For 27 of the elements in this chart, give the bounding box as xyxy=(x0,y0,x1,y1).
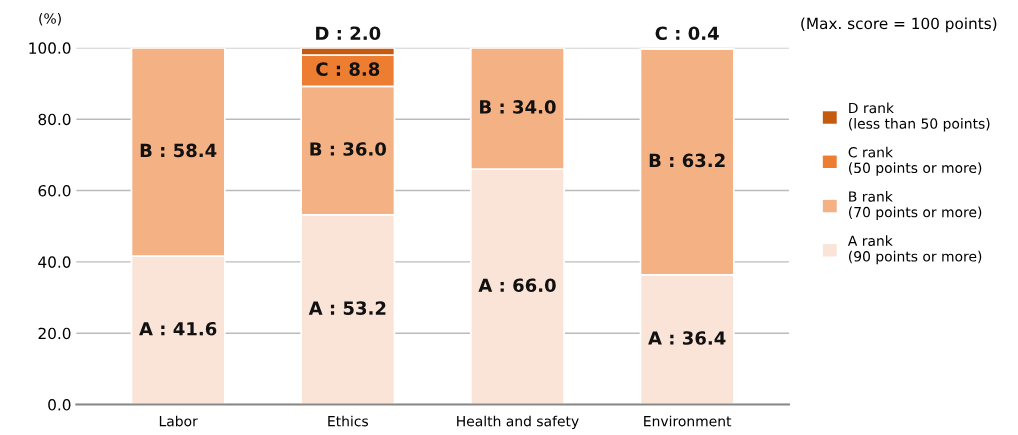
legend-label: D rank (less than 50 points) xyxy=(849,102,990,132)
data-label: C : 0.4 xyxy=(655,26,719,41)
legend-label: C rank (50 points or more) xyxy=(848,146,982,176)
y-tick-label: 40.0 xyxy=(38,256,71,268)
data-label: B : 58.4 xyxy=(140,143,217,158)
x-tick-label: Labor xyxy=(159,415,198,427)
data-label: B : 63.2 xyxy=(649,153,725,168)
x-tick-label: Ethics xyxy=(328,415,369,427)
data-label: A : 66.0 xyxy=(478,278,556,293)
data-label: B : 36.0 xyxy=(310,142,387,156)
y-axis-title: (%) xyxy=(39,13,61,26)
x-tick-label: Environment xyxy=(644,415,732,427)
y-tick-label: 20.0 xyxy=(38,327,71,340)
data-label: A : 36.4 xyxy=(648,331,726,345)
data-label: B : 34.0 xyxy=(480,100,556,114)
data-label: A : 41.6 xyxy=(139,321,217,336)
legend-label: A rank (90 points or more) xyxy=(847,235,982,265)
data-label: A : 53.2 xyxy=(308,301,386,315)
x-tick-label: Health and safety xyxy=(457,415,579,430)
legend-label: B rank (70 points or more) xyxy=(849,191,982,221)
data-label: D : 2.0 xyxy=(316,26,381,41)
y-tick-label: 100.0 xyxy=(29,42,71,54)
y-tick-label: 60.0 xyxy=(38,185,71,197)
data-label: C : 8.8 xyxy=(316,62,380,76)
y-tick-label: 0.0 xyxy=(48,399,71,411)
text: (Max. score = 100 points) xyxy=(801,17,997,33)
y-tick-label: 80.0 xyxy=(38,113,71,126)
